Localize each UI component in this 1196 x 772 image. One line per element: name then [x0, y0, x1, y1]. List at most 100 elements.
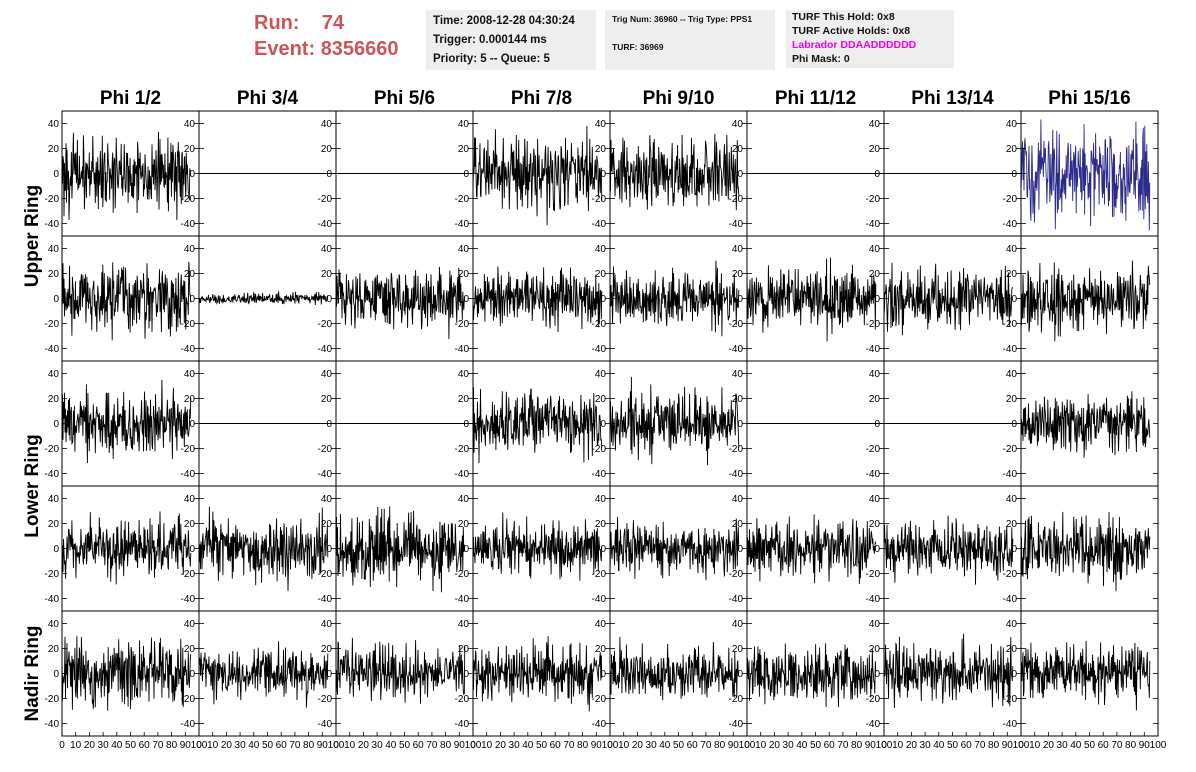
y-tick-label: 0: [463, 294, 469, 305]
x-tick-label: 0: [196, 740, 202, 751]
y-tick-label: 20: [732, 144, 744, 155]
y-tick-label: -20: [592, 444, 607, 455]
y-tick-label: 20: [321, 269, 333, 280]
y-tick-label: -20: [866, 194, 881, 205]
y-tick-label: -40: [455, 469, 470, 480]
y-tick-label: 40: [184, 244, 196, 255]
x-tick-label: 50: [673, 740, 685, 751]
x-tick-label: 0: [59, 740, 65, 751]
x-tick-label: 100: [876, 740, 893, 751]
y-tick-label: 0: [53, 544, 59, 555]
y-tick-label: -40: [1003, 469, 1018, 480]
y-tick-label: 40: [321, 494, 333, 505]
y-tick-label: -20: [592, 569, 607, 580]
y-tick-label: 40: [595, 619, 607, 630]
x-tick-label: 100: [602, 740, 619, 751]
y-tick-label: -20: [1003, 569, 1018, 580]
y-tick-label: 40: [1006, 244, 1018, 255]
y-tick-label: 40: [869, 619, 881, 630]
y-tick-label: -20: [1003, 444, 1018, 455]
y-tick-label: 40: [1006, 369, 1018, 380]
y-tick-label: -20: [318, 444, 333, 455]
run-label: Run:: [254, 12, 300, 34]
x-tick-label: 0: [607, 740, 613, 751]
x-tick-label: 100: [328, 740, 345, 751]
y-tick-label: -20: [181, 569, 196, 580]
x-tick-label: 10: [70, 740, 82, 751]
y-tick-label: 0: [189, 544, 195, 555]
x-tick-label: 0: [744, 740, 750, 751]
phi-mask-text: Phi Mask: 0: [792, 53, 850, 65]
row-group-label: Nadir Ring: [22, 625, 43, 721]
y-tick-label: 40: [1006, 619, 1018, 630]
panel-frame: [1020, 610, 1159, 737]
x-tick-label: 70: [426, 740, 438, 751]
x-tick-label: 70: [700, 740, 712, 751]
y-tick-label: 20: [595, 394, 607, 405]
y-tick-label: -40: [729, 594, 744, 605]
x-tick-label: 30: [372, 740, 384, 751]
y-tick-label: 0: [600, 169, 606, 180]
y-tick-label: 20: [732, 394, 744, 405]
y-tick-label: 40: [321, 244, 333, 255]
y-tick-label: -40: [181, 719, 196, 730]
y-tick-label: -20: [592, 694, 607, 705]
time-info-box: Time: 2008-12-28 04:30:24 Trigger: 0.000…: [426, 10, 596, 70]
x-tick-label: 20: [1043, 740, 1055, 751]
y-tick-label: 20: [458, 519, 470, 530]
y-tick-label: 0: [1011, 169, 1017, 180]
x-tick-label: 80: [577, 740, 589, 751]
y-tick-label: -40: [866, 344, 881, 355]
trigger-text: Trigger: 0.000144 ms: [433, 34, 547, 46]
y-tick-label: 20: [595, 519, 607, 530]
waveform-trace: [472, 266, 603, 333]
waveform-trace: [883, 633, 1014, 709]
y-tick-label: -20: [1003, 194, 1018, 205]
y-tick-label: -40: [181, 469, 196, 480]
y-tick-label: 0: [53, 294, 59, 305]
y-tick-label: 20: [1006, 394, 1018, 405]
y-tick-label: 20: [321, 644, 333, 655]
waveform-trace: [1020, 640, 1151, 711]
y-tick-label: 40: [48, 494, 60, 505]
y-tick-label: 0: [463, 169, 469, 180]
waveform-trace: [61, 261, 192, 341]
y-tick-label: -20: [729, 194, 744, 205]
y-tick-label: -20: [455, 319, 470, 330]
x-tick-label: 20: [632, 740, 644, 751]
y-tick-label: 20: [732, 519, 744, 530]
x-tick-label: 10: [344, 740, 356, 751]
y-tick-label: 0: [737, 294, 743, 305]
x-tick-label: 10: [618, 740, 630, 751]
column-title: Phi 7/8: [511, 88, 572, 109]
x-tick-label: 0: [1018, 740, 1024, 751]
x-tick-label: 50: [262, 740, 274, 751]
y-tick-label: 0: [463, 544, 469, 555]
waveform-trace: [609, 133, 740, 211]
y-tick-label: 40: [732, 369, 744, 380]
y-tick-label: 0: [189, 169, 195, 180]
x-tick-label: 20: [221, 740, 233, 751]
x-tick-label: 0: [470, 740, 476, 751]
y-tick-label: -20: [181, 319, 196, 330]
waveform-trace: [1020, 511, 1151, 592]
waveform-trace: [746, 514, 877, 585]
y-tick-label: -40: [181, 594, 196, 605]
y-tick-label: 40: [48, 244, 60, 255]
y-tick-label: 40: [458, 369, 470, 380]
y-tick-label: 20: [732, 644, 744, 655]
y-tick-label: 20: [458, 644, 470, 655]
y-tick-label: 40: [595, 369, 607, 380]
turf-info-box: TURF This Hold: 0x8 TURF Active Holds: 0…: [786, 10, 954, 68]
y-tick-label: 40: [595, 119, 607, 130]
y-tick-label: 40: [184, 619, 196, 630]
turf-num-text: TURF: 36969: [612, 42, 664, 52]
priority-text: Priority: 5 -- Queue: 5: [433, 53, 550, 65]
x-tick-label: 60: [1098, 740, 1110, 751]
y-tick-label: 20: [595, 644, 607, 655]
y-tick-label: 0: [326, 294, 332, 305]
x-tick-label: 80: [166, 740, 178, 751]
y-tick-label: -40: [1003, 719, 1018, 730]
column-title: Phi 5/6: [374, 88, 435, 109]
y-tick-label: 20: [869, 394, 881, 405]
